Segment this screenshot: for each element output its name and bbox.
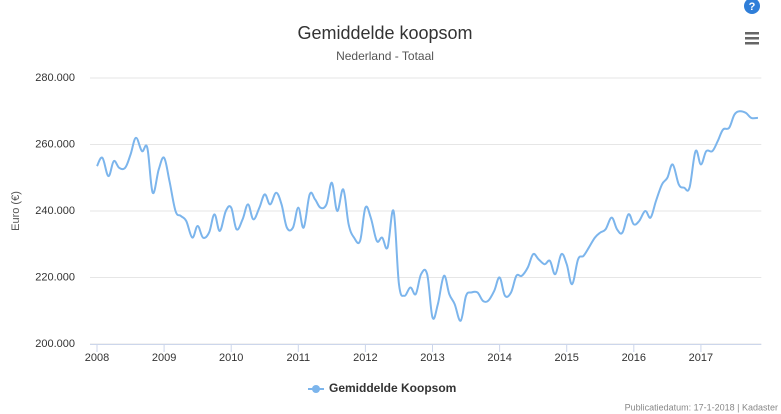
y-tick-label: 200.000: [35, 338, 75, 350]
x-tick-label: 2012: [353, 352, 377, 364]
legend-marker: [312, 385, 320, 393]
x-tick-label: 2009: [152, 352, 176, 364]
help-icon[interactable]: ?: [744, 0, 760, 14]
y-tick-label: 280.000: [35, 72, 75, 84]
x-tick-label: 2014: [487, 352, 511, 364]
chart-title: Gemiddelde koopsom: [297, 23, 472, 43]
x-tick-label: 2017: [689, 352, 713, 364]
credits: Publicatiedatum: 17-1-2018 | Kadaster: [625, 402, 778, 412]
y-tick-label: 220.000: [35, 271, 75, 283]
svg-text:?: ?: [749, 1, 756, 13]
x-tick-label: 2016: [622, 352, 646, 364]
x-tick-label: 2013: [420, 352, 444, 364]
menu-icon[interactable]: [745, 32, 759, 45]
x-tick-label: 2011: [286, 352, 310, 364]
x-tick-label: 2010: [219, 352, 243, 364]
y-axis-title: Euro (€): [10, 191, 22, 231]
x-tick-label: 2015: [554, 352, 578, 364]
chart-subtitle: Nederland - Totaal: [336, 49, 434, 63]
legend-label: Gemiddelde Koopsom: [329, 381, 456, 395]
data-line: [96, 110, 759, 322]
x-tick-label: 2008: [85, 352, 109, 364]
y-tick-label: 240.000: [35, 205, 75, 217]
y-tick-label: 260.000: [35, 138, 75, 150]
